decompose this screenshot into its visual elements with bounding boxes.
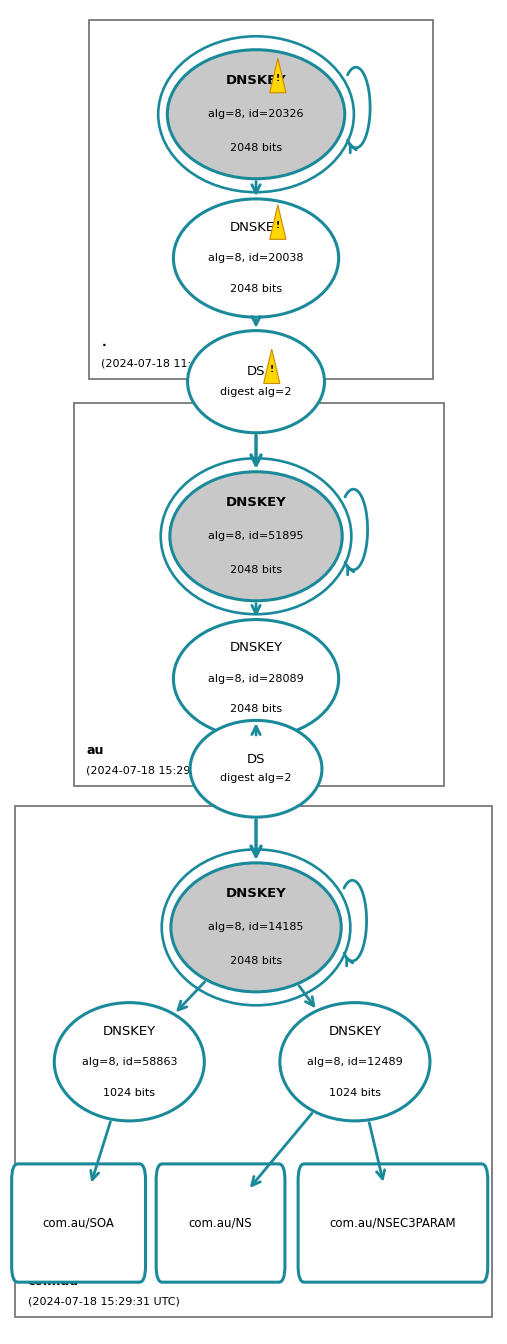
- Text: com.au/SOA: com.au/SOA: [43, 1216, 115, 1230]
- Ellipse shape: [170, 472, 342, 601]
- Text: alg=8, id=28089: alg=8, id=28089: [208, 673, 304, 684]
- Text: 2048 bits: 2048 bits: [230, 284, 282, 294]
- Ellipse shape: [54, 1003, 204, 1121]
- Text: 2048 bits: 2048 bits: [230, 564, 282, 575]
- Text: 2048 bits: 2048 bits: [230, 956, 282, 966]
- Text: DNSKEY: DNSKEY: [230, 220, 282, 234]
- Ellipse shape: [173, 199, 339, 317]
- Text: digest alg=2: digest alg=2: [220, 773, 292, 784]
- Text: 2048 bits: 2048 bits: [230, 704, 282, 715]
- Text: DNSKEY: DNSKEY: [226, 887, 286, 900]
- FancyBboxPatch shape: [74, 403, 444, 786]
- Text: !: !: [276, 74, 280, 83]
- Text: (2024-07-18 15:29:31 UTC): (2024-07-18 15:29:31 UTC): [28, 1297, 180, 1306]
- Text: digest alg=2: digest alg=2: [220, 387, 292, 396]
- Text: com.au: com.au: [28, 1274, 79, 1288]
- Text: DS: DS: [247, 753, 265, 766]
- Text: DS: DS: [247, 366, 265, 378]
- Ellipse shape: [171, 863, 341, 992]
- Text: com.au/NS: com.au/NS: [189, 1216, 252, 1230]
- Text: alg=8, id=20326: alg=8, id=20326: [208, 109, 304, 120]
- Text: 2048 bits: 2048 bits: [230, 142, 282, 153]
- Text: alg=8, id=51895: alg=8, id=51895: [208, 531, 304, 542]
- Text: alg=8, id=12489: alg=8, id=12489: [307, 1056, 403, 1067]
- Text: au: au: [86, 743, 103, 757]
- Text: DNSKEY: DNSKEY: [226, 496, 286, 509]
- Ellipse shape: [173, 620, 339, 738]
- FancyBboxPatch shape: [156, 1164, 285, 1282]
- Polygon shape: [264, 349, 280, 383]
- Text: 1024 bits: 1024 bits: [103, 1087, 155, 1098]
- Ellipse shape: [167, 50, 345, 179]
- Text: alg=8, id=14185: alg=8, id=14185: [208, 922, 304, 933]
- Ellipse shape: [190, 720, 322, 817]
- Text: 1024 bits: 1024 bits: [329, 1087, 381, 1098]
- Ellipse shape: [280, 1003, 430, 1121]
- Text: DNSKEY: DNSKEY: [329, 1024, 381, 1038]
- Text: DNSKEY: DNSKEY: [103, 1024, 156, 1038]
- Text: DNSKEY: DNSKEY: [226, 74, 286, 87]
- Text: (2024-07-18 11:48:14 UTC): (2024-07-18 11:48:14 UTC): [101, 359, 254, 368]
- FancyBboxPatch shape: [15, 806, 492, 1317]
- Text: (2024-07-18 15:29:17 UTC): (2024-07-18 15:29:17 UTC): [86, 766, 238, 775]
- Text: !: !: [270, 366, 274, 374]
- Polygon shape: [270, 58, 286, 93]
- Text: com.au/NSEC3PARAM: com.au/NSEC3PARAM: [330, 1216, 456, 1230]
- FancyBboxPatch shape: [12, 1164, 146, 1282]
- Text: !: !: [276, 220, 280, 230]
- Text: DNSKEY: DNSKEY: [230, 641, 282, 655]
- Ellipse shape: [188, 331, 324, 433]
- Text: alg=8, id=20038: alg=8, id=20038: [208, 253, 304, 263]
- Polygon shape: [270, 204, 286, 239]
- Text: .: .: [101, 336, 106, 349]
- FancyBboxPatch shape: [298, 1164, 488, 1282]
- FancyBboxPatch shape: [89, 20, 433, 379]
- Text: alg=8, id=58863: alg=8, id=58863: [82, 1056, 177, 1067]
